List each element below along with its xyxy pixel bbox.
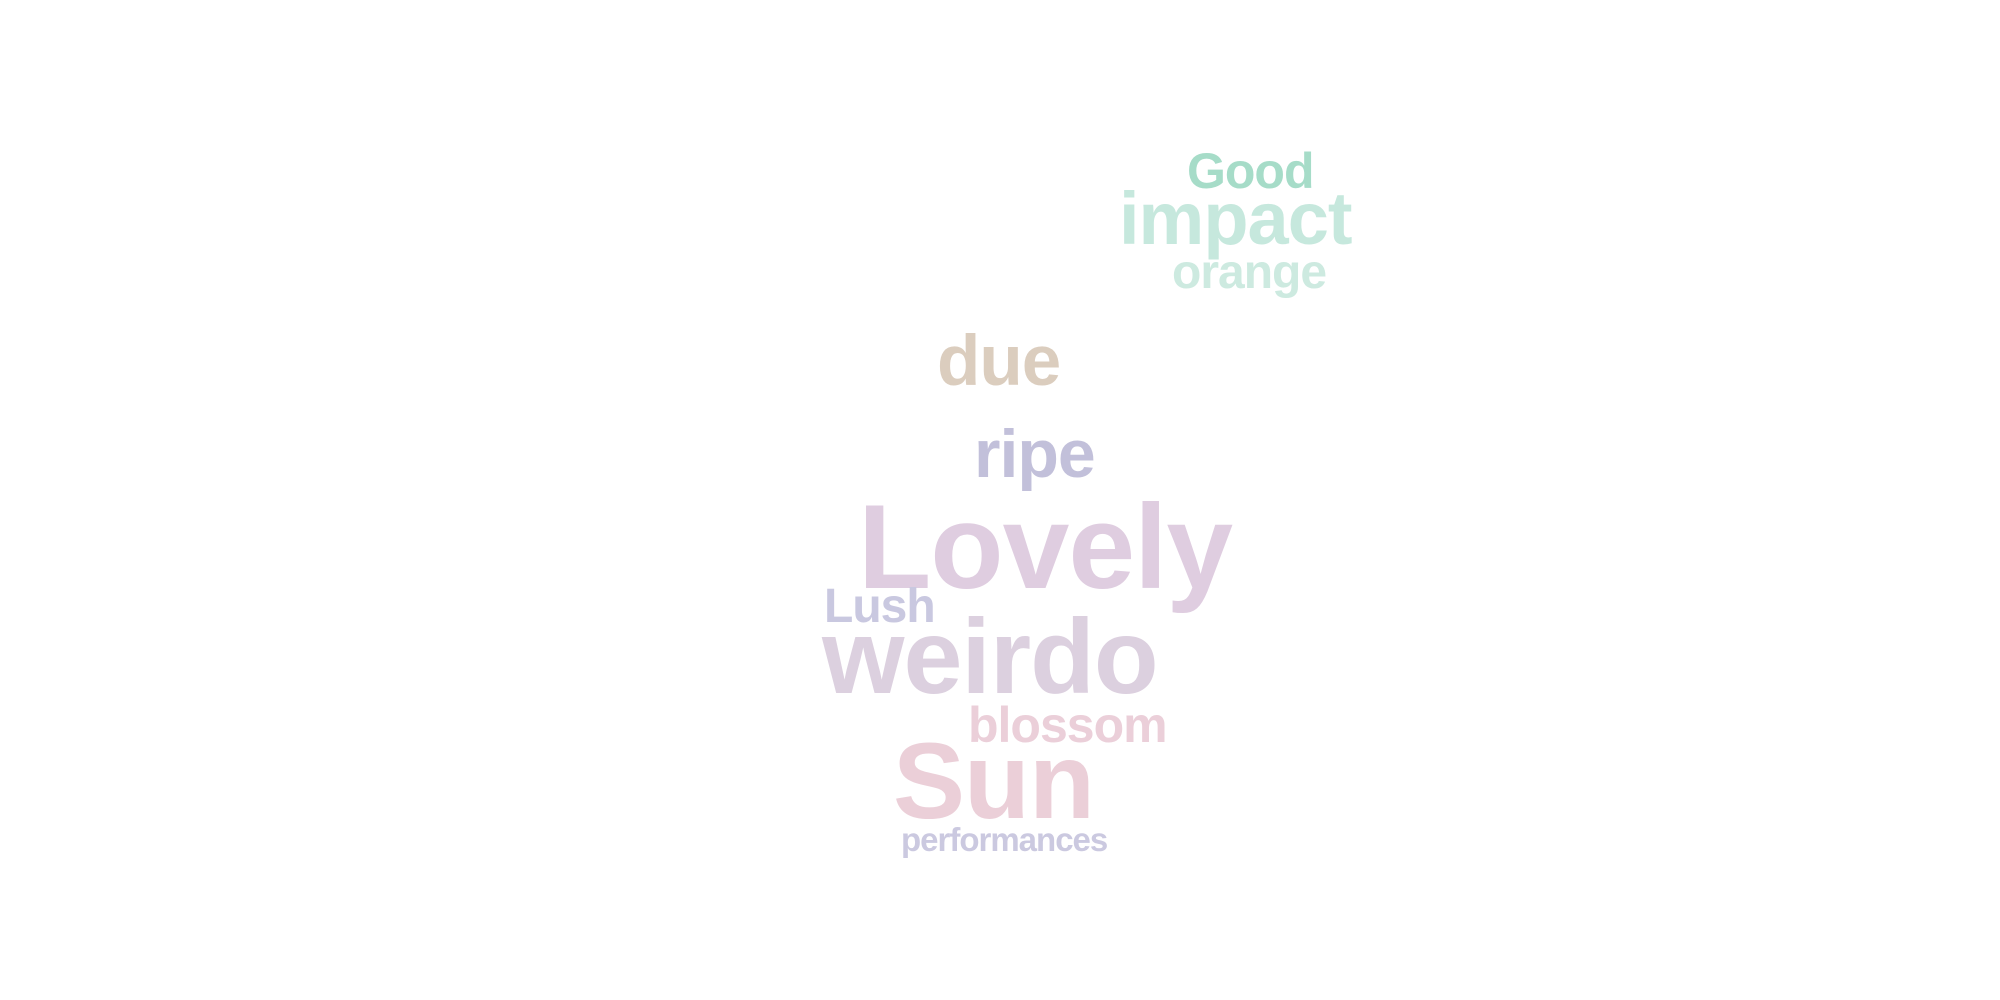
word-performances: performances (901, 821, 1108, 858)
word-good: Good (1187, 143, 1315, 199)
word-lush: Lush (824, 580, 936, 633)
word-lovely: Lovely (858, 480, 1233, 614)
word-sun: Sun (893, 720, 1095, 841)
word-weirdo: weirdo (822, 598, 1159, 716)
word-ripe: ripe (974, 416, 1096, 492)
word-blossom: blossom (968, 697, 1168, 753)
word-impact: impact (1119, 177, 1353, 260)
word-orange: orange (1172, 246, 1327, 299)
word-due: due (937, 322, 1061, 401)
